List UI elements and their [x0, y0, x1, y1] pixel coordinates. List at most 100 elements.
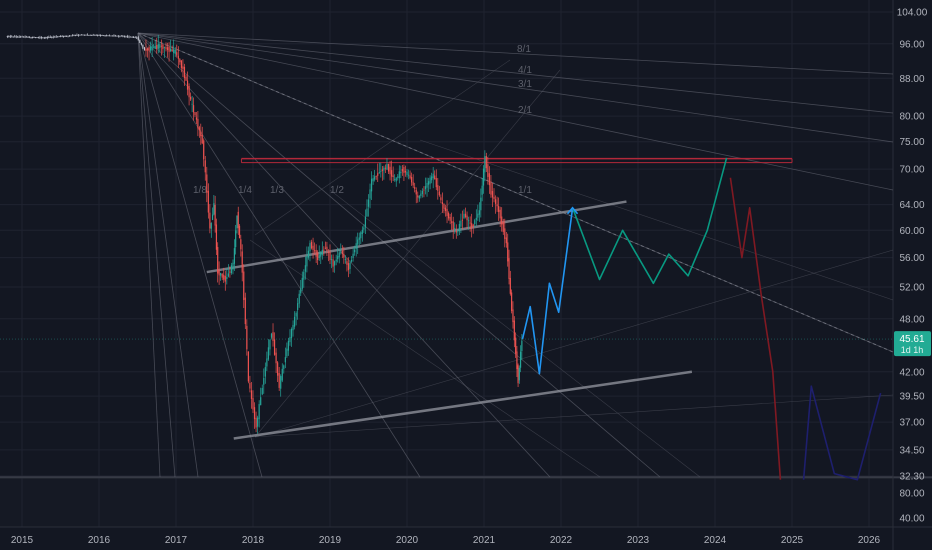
- projection-path-blue[interactable]: [521, 207, 574, 375]
- candle-body: [318, 255, 320, 259]
- candle-body: [18, 36, 20, 38]
- candle-body: [157, 44, 159, 49]
- candle-body: [12, 36, 14, 38]
- time-axis-label: 2025: [781, 535, 804, 546]
- candle-body: [8, 36, 10, 37]
- last-price-badge[interactable]: [894, 331, 931, 357]
- candle-body: [24, 36, 26, 38]
- candle-body: [519, 351, 522, 368]
- channel-lower-line[interactable]: [233, 370, 693, 440]
- candle-body: [221, 273, 223, 278]
- projection-path-green[interactable]: [571, 157, 728, 285]
- candle-body: [312, 245, 314, 250]
- candle-body: [98, 34, 100, 36]
- gann-fan-line: [137, 32, 176, 478]
- candle-body: [323, 249, 325, 251]
- candle-body: [220, 272, 222, 276]
- candle-body: [293, 316, 296, 327]
- channel-upper-line[interactable]: [206, 200, 627, 274]
- candle-body: [209, 212, 211, 229]
- candle-body: [275, 352, 277, 364]
- candle-body: [372, 178, 374, 182]
- candle-body: [191, 103, 193, 105]
- candle-body: [92, 34, 94, 36]
- projection-path-red[interactable]: [729, 177, 782, 480]
- candle-body: [86, 34, 88, 36]
- price-axis-label: 52.00: [899, 283, 924, 294]
- candle-body: [52, 36, 54, 38]
- candle-body: [162, 44, 164, 50]
- candle-body: [34, 37, 37, 38]
- candle-body: [60, 36, 62, 37]
- candle-body: [27, 37, 29, 38]
- gann-fan-label: 1/4: [238, 185, 252, 196]
- projection-path-navy[interactable]: [802, 385, 882, 481]
- candle-body: [404, 170, 407, 173]
- price-axis-label: 48.00: [899, 314, 924, 325]
- candle-body: [140, 42, 142, 45]
- candle-body: [273, 339, 276, 355]
- candle-body: [286, 348, 288, 357]
- candle-body: [487, 164, 489, 177]
- candle-body: [51, 36, 53, 38]
- candle-body: [310, 241, 313, 249]
- candle-body: [104, 35, 106, 37]
- candle-body: [113, 35, 115, 37]
- candle-body: [269, 339, 271, 350]
- candle-body: [91, 34, 93, 36]
- candle-body: [511, 292, 513, 311]
- candle-body: [206, 174, 208, 193]
- candle-body: [31, 37, 34, 38]
- candle-body: [412, 182, 414, 186]
- candle-body: [375, 175, 377, 177]
- gann-fan-label: 3/1: [518, 79, 532, 90]
- candle-body: [201, 134, 203, 144]
- candle-body: [58, 36, 60, 38]
- candle-body: [343, 254, 345, 258]
- candle-body: [77, 34, 80, 36]
- candle-body: [101, 35, 103, 36]
- candle-body: [194, 112, 196, 116]
- candle-body: [68, 35, 71, 37]
- candle-body: [105, 35, 108, 37]
- candle-body: [102, 35, 105, 37]
- candle-body: [240, 239, 242, 250]
- candle-body: [94, 34, 96, 36]
- candle-body: [111, 35, 114, 37]
- candle-body: [64, 36, 66, 37]
- candle-body: [420, 193, 422, 197]
- candle-body: [188, 85, 190, 98]
- candle-body: [224, 275, 226, 282]
- candle-body: [298, 293, 300, 304]
- candle-body: [504, 228, 506, 239]
- gann-fan-label: 1/1: [518, 185, 532, 196]
- candle-body: [267, 347, 269, 360]
- candle-body: [247, 351, 249, 382]
- candle-body: [233, 248, 235, 264]
- candle-body: [330, 259, 333, 261]
- candle-body: [466, 215, 468, 221]
- candle-body: [438, 191, 440, 196]
- candle-body: [332, 259, 334, 267]
- candle-body: [426, 182, 428, 188]
- candle-body: [446, 208, 448, 217]
- candle-body: [360, 232, 362, 239]
- gann-grid-line: [254, 394, 894, 438]
- candle-body: [186, 80, 189, 90]
- candle-body: [397, 176, 399, 178]
- candle-body: [45, 37, 47, 39]
- candle-body: [394, 179, 396, 180]
- last-price-countdown: 1d 1h: [901, 345, 924, 355]
- candle-body: [9, 36, 11, 38]
- candle-body: [334, 261, 336, 266]
- candle-body: [338, 252, 340, 258]
- candle-body: [320, 252, 322, 257]
- candle-body: [361, 229, 363, 235]
- candle-body: [329, 251, 331, 261]
- candle-body: [185, 76, 187, 81]
- candle-body: [182, 66, 184, 69]
- time-axis-label: 2022: [550, 535, 573, 546]
- price-axis-label: 96.00: [899, 39, 924, 50]
- candle-body: [134, 37, 136, 39]
